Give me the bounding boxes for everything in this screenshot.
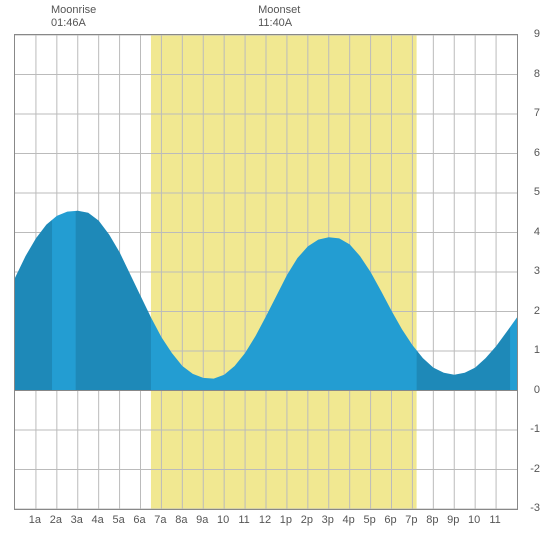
tide-chart-container: Moonrise 01:46A Moonset 11:40A -3-2-1012…	[0, 0, 550, 550]
y-tick-label: 7	[520, 107, 540, 119]
x-tick-label: 8a	[175, 514, 187, 526]
x-tick-label: 9a	[196, 514, 208, 526]
x-tick-label: 2p	[301, 514, 313, 526]
moonrise-block: Moonrise 01:46A	[51, 4, 96, 30]
x-tick-label: 6a	[133, 514, 145, 526]
y-tick-label: -3	[520, 502, 540, 514]
y-tick-label: 0	[520, 384, 540, 396]
x-tick-label: 6p	[384, 514, 396, 526]
x-tick-label: 2a	[50, 514, 62, 526]
x-tick-label: 7a	[154, 514, 166, 526]
y-tick-label: -2	[520, 463, 540, 475]
y-tick-label: 9	[520, 28, 540, 40]
x-tick-label: 11	[238, 514, 249, 526]
x-tick-label: 5p	[363, 514, 375, 526]
y-tick-label: 5	[520, 186, 540, 198]
x-tick-label: 11	[489, 514, 500, 526]
x-tick-label: 4p	[343, 514, 355, 526]
moonset-label: Moonset	[258, 4, 300, 17]
chart-plot-area	[14, 34, 518, 510]
shade-overlay	[15, 35, 52, 509]
moonrise-time: 01:46A	[51, 17, 96, 30]
y-tick-label: 3	[520, 265, 540, 277]
x-tick-label: 8p	[426, 514, 438, 526]
moonset-time: 11:40A	[258, 17, 300, 30]
x-tick-label: 3p	[322, 514, 334, 526]
x-tick-label: 3a	[71, 514, 83, 526]
x-tick-label: 1a	[29, 514, 41, 526]
x-tick-label: 4a	[92, 514, 104, 526]
y-tick-label: -1	[520, 423, 540, 435]
y-tick-label: 6	[520, 147, 540, 159]
moonrise-label: Moonrise	[51, 4, 96, 17]
chart-svg	[15, 35, 517, 509]
x-tick-label: 7p	[405, 514, 417, 526]
header-labels: Moonrise 01:46A Moonset 11:40A	[0, 4, 550, 34]
x-tick-label: 9p	[447, 514, 459, 526]
x-tick-label: 10	[468, 514, 480, 526]
y-tick-label: 2	[520, 305, 540, 317]
x-tick-label: 12	[259, 514, 271, 526]
moonset-block: Moonset 11:40A	[258, 4, 300, 30]
x-tick-label: 1p	[280, 514, 292, 526]
y-tick-label: 1	[520, 344, 540, 356]
x-tick-label: 10	[217, 514, 229, 526]
x-tick-label: 5a	[112, 514, 124, 526]
y-tick-label: 4	[520, 226, 540, 238]
y-tick-label: 8	[520, 68, 540, 80]
